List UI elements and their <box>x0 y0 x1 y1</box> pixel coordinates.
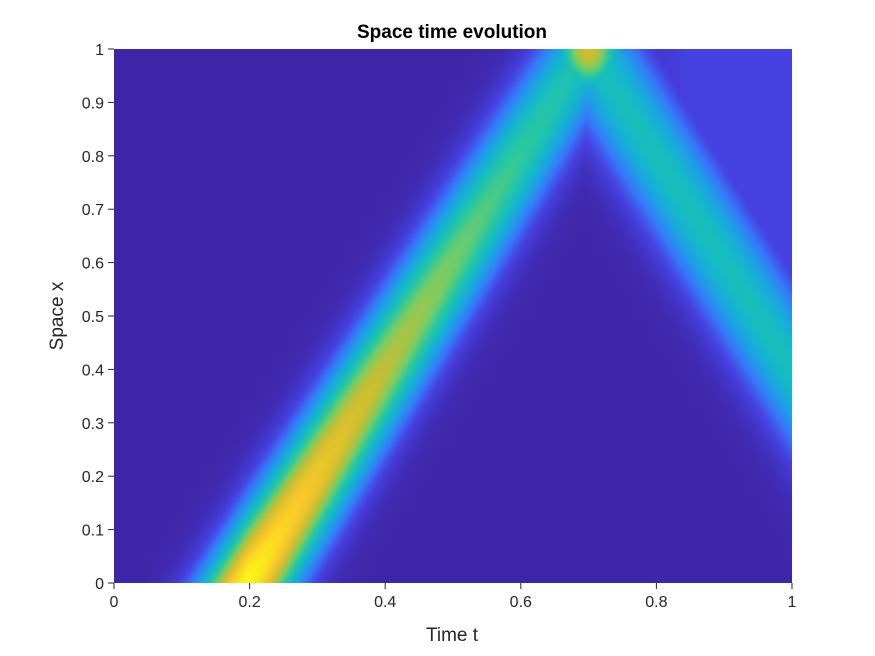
x-tick-label: 0.2 <box>238 594 260 611</box>
heatmap-image <box>114 49 792 583</box>
chart-title: Space time evolution <box>357 22 547 43</box>
y-tick-label: 0.1 <box>82 523 104 540</box>
x-tick-label: 1 <box>788 594 797 611</box>
x-tick-label: 0.6 <box>510 594 532 611</box>
x-axis-label: Time t <box>426 625 479 646</box>
y-tick-label: 0.5 <box>82 309 104 326</box>
y-tick-label: 0.7 <box>82 202 104 219</box>
y-tick-label: 0.2 <box>82 469 104 486</box>
x-axis-ticks: 0 0.2 0.4 0.6 0.8 1 <box>110 583 797 611</box>
y-tick-label: 1 <box>95 42 104 59</box>
x-tick-label: 0.8 <box>645 594 667 611</box>
plot-area <box>114 49 792 583</box>
y-tick-label: 0 <box>95 576 104 593</box>
y-axis-ticks: 0 0.1 0.2 0.3 0.4 0.5 0.6 0.7 0.8 0.9 1 <box>82 42 114 593</box>
y-tick-label: 0.3 <box>82 416 104 433</box>
x-tick-label: 0.4 <box>374 594 396 611</box>
y-axis-label: Space x <box>47 281 68 350</box>
y-tick-label: 0.6 <box>82 256 104 273</box>
y-tick-label: 0.4 <box>82 362 104 379</box>
x-tick-label: 0 <box>110 594 119 611</box>
y-tick-label: 0.9 <box>82 95 104 112</box>
y-tick-label: 0.8 <box>82 149 104 166</box>
